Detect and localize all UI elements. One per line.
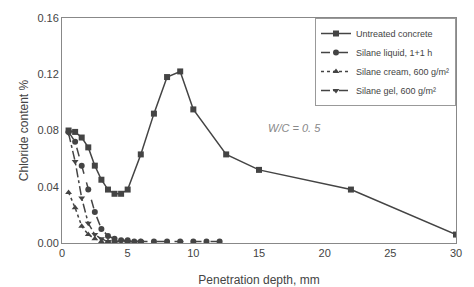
svg-text:0: 0	[59, 247, 65, 259]
svg-text:20: 20	[319, 247, 331, 259]
svg-text:0.04: 0.04	[37, 181, 58, 193]
svg-text:Chloride content %: Chloride content %	[17, 79, 31, 181]
svg-text:30: 30	[450, 247, 462, 259]
svg-text:0.12: 0.12	[37, 68, 58, 80]
svg-text:10: 10	[187, 247, 199, 259]
svg-text:Untreated concrete: Untreated concrete	[356, 29, 433, 39]
svg-text:5: 5	[125, 247, 131, 259]
svg-text:15: 15	[253, 247, 265, 259]
svg-text:W/C = 0. 5: W/C = 0. 5	[268, 122, 321, 134]
svg-text:0.08: 0.08	[37, 124, 58, 136]
svg-text:Silane cream, 600 g/m²: Silane cream, 600 g/m²	[356, 67, 449, 77]
svg-text:Silane liquid, 1+1 h: Silane liquid, 1+1 h	[356, 48, 432, 58]
svg-text:Penetration depth, mm: Penetration depth, mm	[198, 273, 319, 287]
svg-text:25: 25	[384, 247, 396, 259]
svg-text:0.16: 0.16	[37, 12, 58, 24]
svg-text:Silane gel, 600 g/m²: Silane gel, 600 g/m²	[356, 86, 436, 96]
svg-text:0.00: 0.00	[37, 237, 58, 249]
